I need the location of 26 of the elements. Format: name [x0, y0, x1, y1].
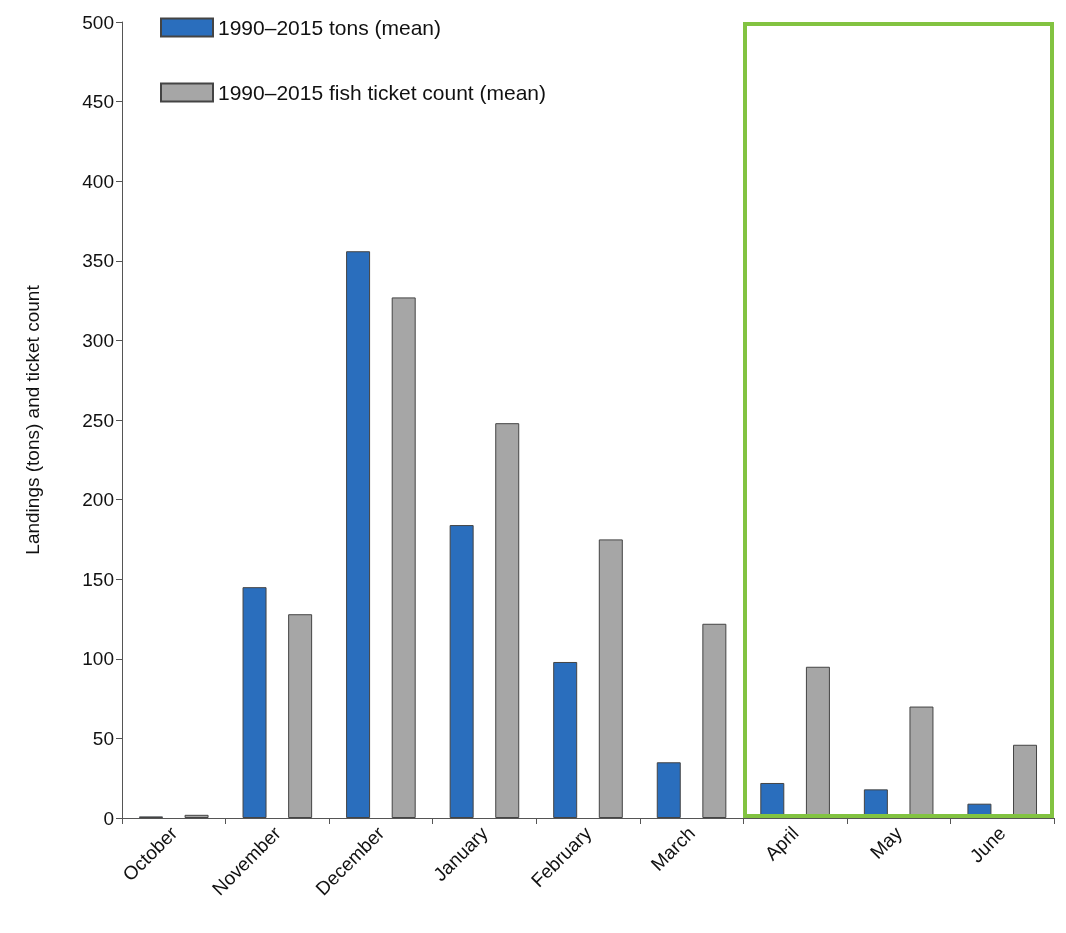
bar — [288, 614, 313, 818]
x-tick-label: May — [865, 822, 907, 863]
bar — [656, 762, 681, 818]
y-tick-label: 250 — [82, 409, 114, 431]
y-tick-label: 350 — [82, 250, 114, 272]
y-tick-label: 50 — [92, 727, 114, 749]
legend-label: 1990–2015 fish ticket count (mean) — [218, 81, 547, 104]
y-tick-label: 0 — [103, 807, 114, 829]
y-tick-label: 400 — [82, 170, 114, 192]
bar — [598, 539, 623, 818]
y-tick-label: 150 — [82, 568, 114, 590]
bar — [242, 587, 267, 818]
y-tick-label: 300 — [82, 329, 114, 351]
bar — [553, 661, 578, 818]
y-tick-label: 450 — [82, 91, 114, 113]
bar — [391, 297, 416, 818]
y-axis-title: Landings (tons) and ticket count — [22, 284, 43, 555]
y-tick-label: 500 — [82, 11, 114, 33]
bar — [449, 525, 474, 818]
y-tick-label: 200 — [82, 489, 114, 511]
bar — [702, 623, 727, 818]
legend-label: 1990–2015 tons (mean) — [218, 16, 441, 39]
y-tick-label: 100 — [82, 648, 114, 670]
bar — [346, 251, 371, 818]
bar — [184, 814, 209, 818]
bar — [495, 423, 520, 818]
